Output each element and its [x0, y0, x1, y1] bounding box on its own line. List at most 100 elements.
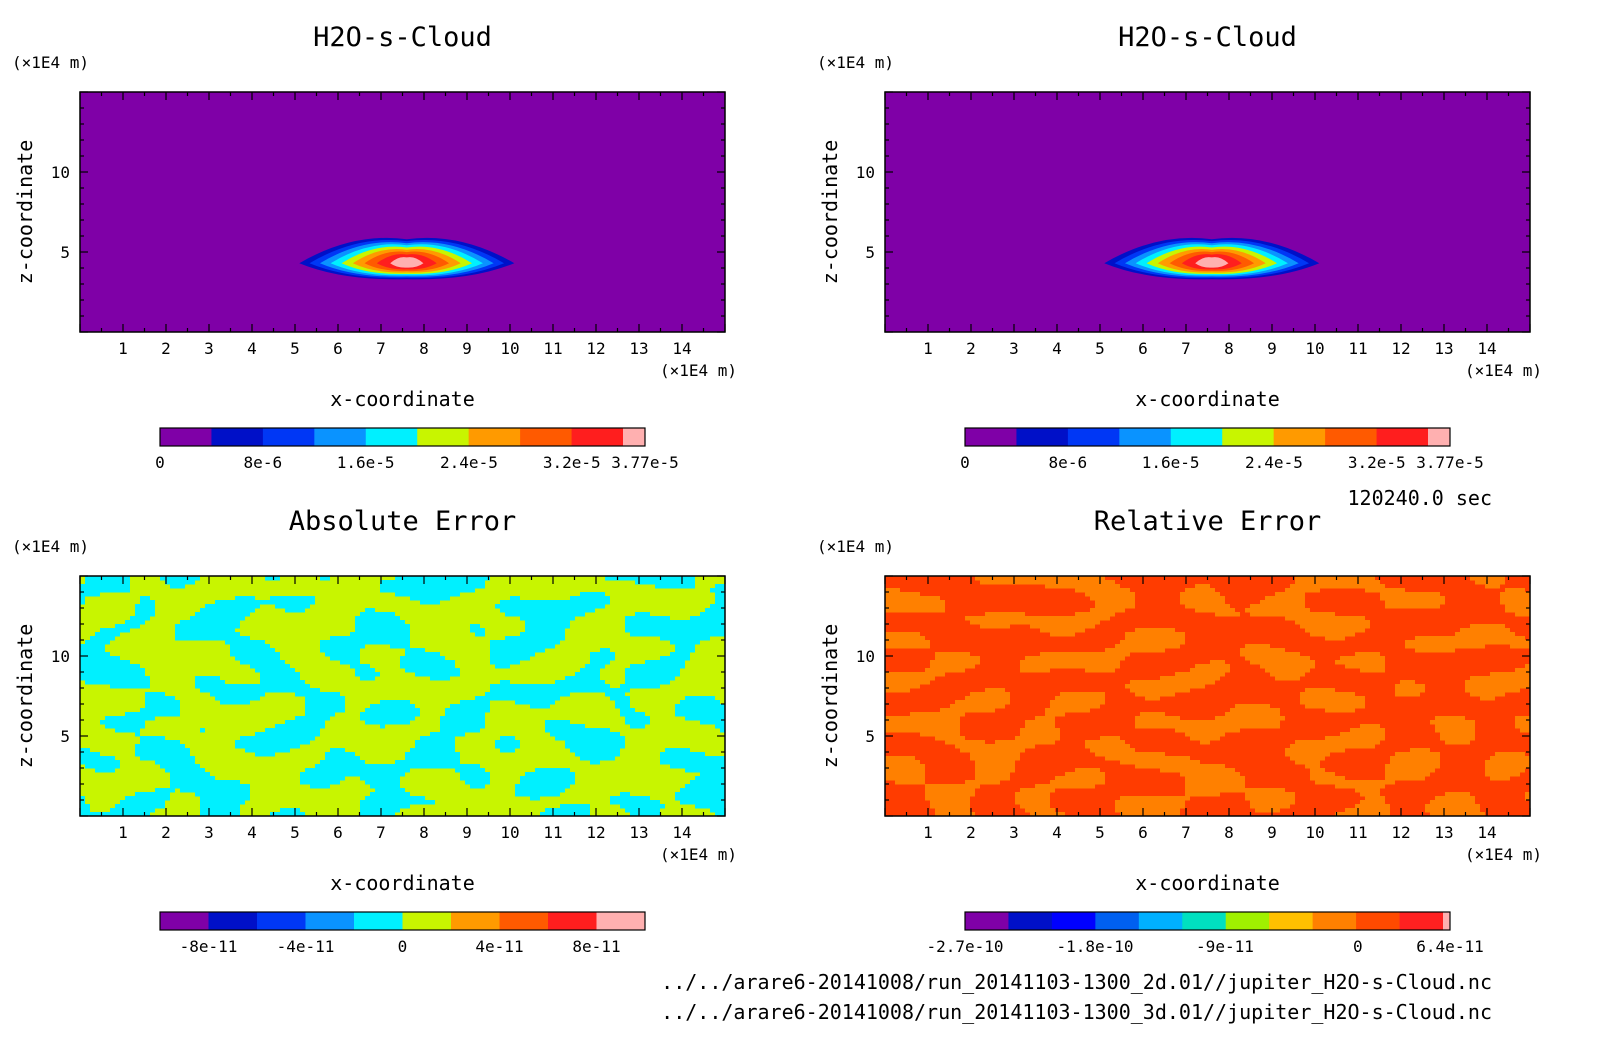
error-patch	[885, 672, 945, 677]
error-patch	[1310, 768, 1325, 773]
error-patch	[1025, 724, 1055, 729]
error-patch	[610, 796, 650, 801]
colorbar-swatch	[1119, 428, 1172, 446]
error-patch	[1355, 804, 1390, 809]
error-patch	[135, 608, 155, 613]
error-patch	[330, 656, 360, 661]
error-patch	[265, 728, 320, 733]
error-patch	[1440, 732, 1475, 737]
error-patch	[625, 672, 680, 677]
error-patch	[360, 676, 375, 681]
error-patch	[490, 640, 560, 645]
error-patch	[625, 720, 650, 725]
error-patch	[1085, 668, 1115, 673]
error-patch	[935, 808, 970, 813]
x-tick-label: 11	[1348, 339, 1367, 358]
x-tick-label: 3	[204, 339, 214, 358]
error-patch	[710, 604, 725, 609]
error-patch	[1045, 584, 1120, 589]
error-patch	[670, 652, 690, 657]
error-patch	[80, 800, 85, 805]
error-patch	[1230, 708, 1280, 713]
contour-field	[885, 576, 1530, 816]
error-patch	[1415, 636, 1525, 641]
error-patch	[1095, 752, 1165, 757]
error-patch	[135, 748, 190, 753]
error-patch	[685, 716, 725, 721]
x-tick-label: 5	[290, 339, 300, 358]
x-axis-label: x-coordinate	[330, 387, 475, 411]
error-patch	[365, 780, 400, 785]
error-patch	[305, 708, 345, 713]
error-patch	[1395, 688, 1425, 693]
chart-title: Relative Error	[1094, 506, 1322, 537]
error-patch	[560, 804, 590, 809]
error-patch	[700, 612, 725, 617]
error-patch	[1300, 692, 1355, 697]
error-patch	[625, 808, 660, 813]
error-patch	[415, 740, 455, 745]
error-patch	[355, 628, 410, 633]
error-patch	[200, 728, 205, 733]
error-patch	[305, 712, 335, 717]
error-patch	[1300, 696, 1365, 701]
y-tick-label: 10	[856, 163, 875, 182]
error-patch	[1120, 760, 1200, 765]
colorbar-swatch	[468, 428, 521, 446]
error-patch	[400, 660, 455, 665]
error-patch	[675, 704, 725, 709]
error-patch	[80, 584, 130, 589]
error-patch	[180, 620, 240, 625]
error-patch	[305, 696, 345, 701]
error-patch	[1265, 596, 1305, 601]
error-patch	[1305, 628, 1365, 633]
error-patch	[80, 664, 140, 669]
error-patch	[1215, 612, 1240, 617]
colorbar-swatch	[1443, 912, 1451, 930]
error-patch	[670, 764, 725, 769]
colorbar-swatch	[1016, 428, 1069, 446]
error-patch	[305, 700, 345, 705]
error-patch	[420, 736, 455, 741]
error-patch	[500, 608, 595, 613]
error-patch	[500, 680, 510, 685]
error-patch	[320, 648, 360, 653]
time-label: 120240.0 sec	[1347, 486, 1493, 510]
error-patch	[605, 692, 625, 697]
error-patch	[885, 588, 900, 593]
colorbar-swatch	[211, 428, 264, 446]
error-patch	[225, 640, 265, 645]
error-patch	[885, 604, 945, 609]
error-patch	[495, 744, 520, 749]
colorbar-tick-label: 2.4e-5	[1245, 453, 1303, 472]
error-patch	[85, 580, 130, 585]
error-patch	[380, 724, 385, 729]
x-tick-label: 7	[376, 339, 386, 358]
error-patch	[885, 756, 915, 761]
error-patch	[525, 620, 570, 625]
error-patch	[450, 704, 490, 709]
colorbar-tick-label: 0	[960, 453, 970, 472]
error-patch	[980, 624, 1010, 629]
x-tick-label: 6	[333, 339, 343, 358]
error-patch	[635, 612, 650, 617]
error-patch	[670, 640, 700, 645]
error-patch	[220, 700, 250, 705]
error-patch	[520, 616, 575, 621]
error-patch	[545, 724, 585, 729]
error-patch	[1135, 724, 1280, 729]
error-patch	[975, 772, 1010, 777]
error-patch	[660, 752, 705, 757]
error-patch	[630, 724, 645, 729]
error-patch	[625, 676, 675, 681]
y-unit-label: (×1E4 m)	[12, 537, 89, 556]
error-patch	[625, 628, 725, 633]
error-patch	[250, 664, 290, 669]
error-patch	[80, 748, 90, 753]
error-patch	[80, 588, 130, 593]
error-patch	[1270, 672, 1305, 677]
error-patch	[1505, 604, 1530, 609]
error-patch	[680, 800, 725, 805]
error-patch	[570, 748, 620, 753]
